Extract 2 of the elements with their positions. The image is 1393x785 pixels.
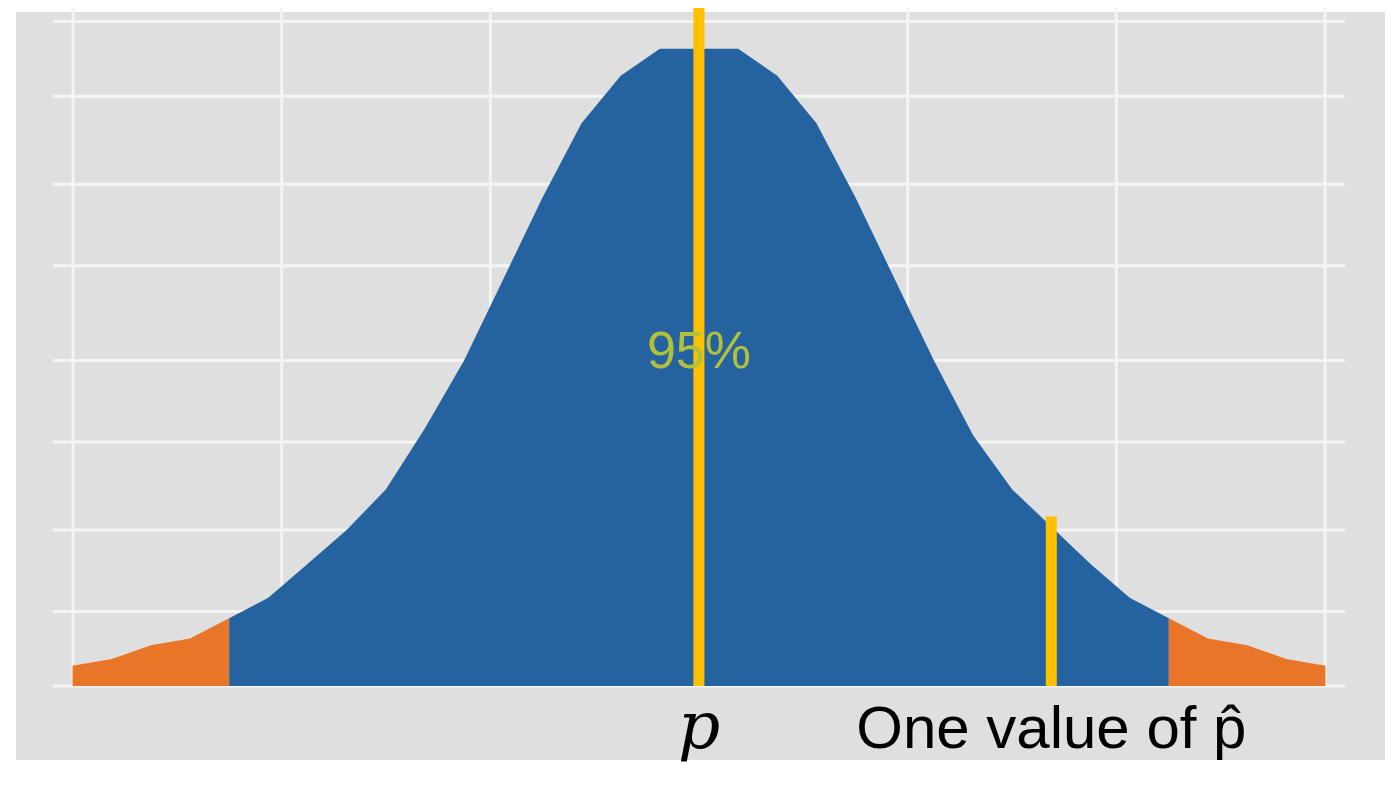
x-tick-label: p [677, 687, 721, 764]
x-tick-label: One value of p̂ [856, 694, 1247, 761]
